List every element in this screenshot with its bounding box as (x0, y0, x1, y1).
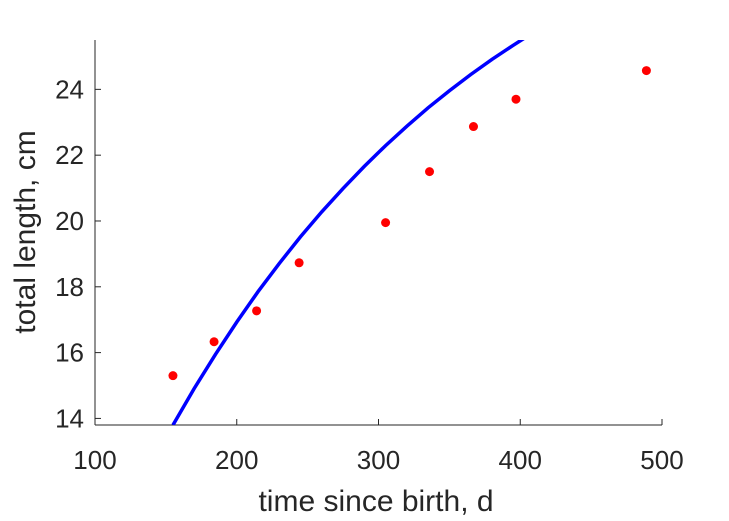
data-point (168, 371, 178, 381)
x-axis-label: time since birth, d (258, 485, 493, 518)
y-tick-label: 18 (55, 272, 84, 302)
data-point (425, 167, 435, 177)
x-tick-label: 200 (215, 445, 258, 475)
axes (94, 40, 663, 426)
data-point (209, 337, 219, 347)
data-point (252, 306, 262, 316)
x-tick-labels: 100 200 300 400 500 (73, 445, 683, 475)
y-tick-labels: 14 16 18 20 22 24 (55, 74, 84, 433)
x-tick-label: 400 (499, 445, 542, 475)
fit-curve (171, 40, 525, 425)
x-tick-label: 500 (640, 445, 683, 475)
data-point (511, 94, 521, 104)
y-tick-label: 20 (55, 206, 84, 236)
y-axis-label: total length, cm (9, 130, 42, 333)
y-tick-label: 16 (55, 338, 84, 368)
y-tick-label: 14 (55, 403, 84, 433)
data-point (641, 66, 651, 76)
plot-area (168, 40, 651, 425)
data-point (294, 258, 304, 268)
x-tick-label: 300 (357, 445, 400, 475)
x-tick-label: 100 (73, 445, 116, 475)
data-point (468, 122, 478, 132)
y-tick-label: 22 (55, 140, 84, 170)
y-tick-label: 24 (55, 74, 84, 104)
data-point (381, 218, 391, 228)
